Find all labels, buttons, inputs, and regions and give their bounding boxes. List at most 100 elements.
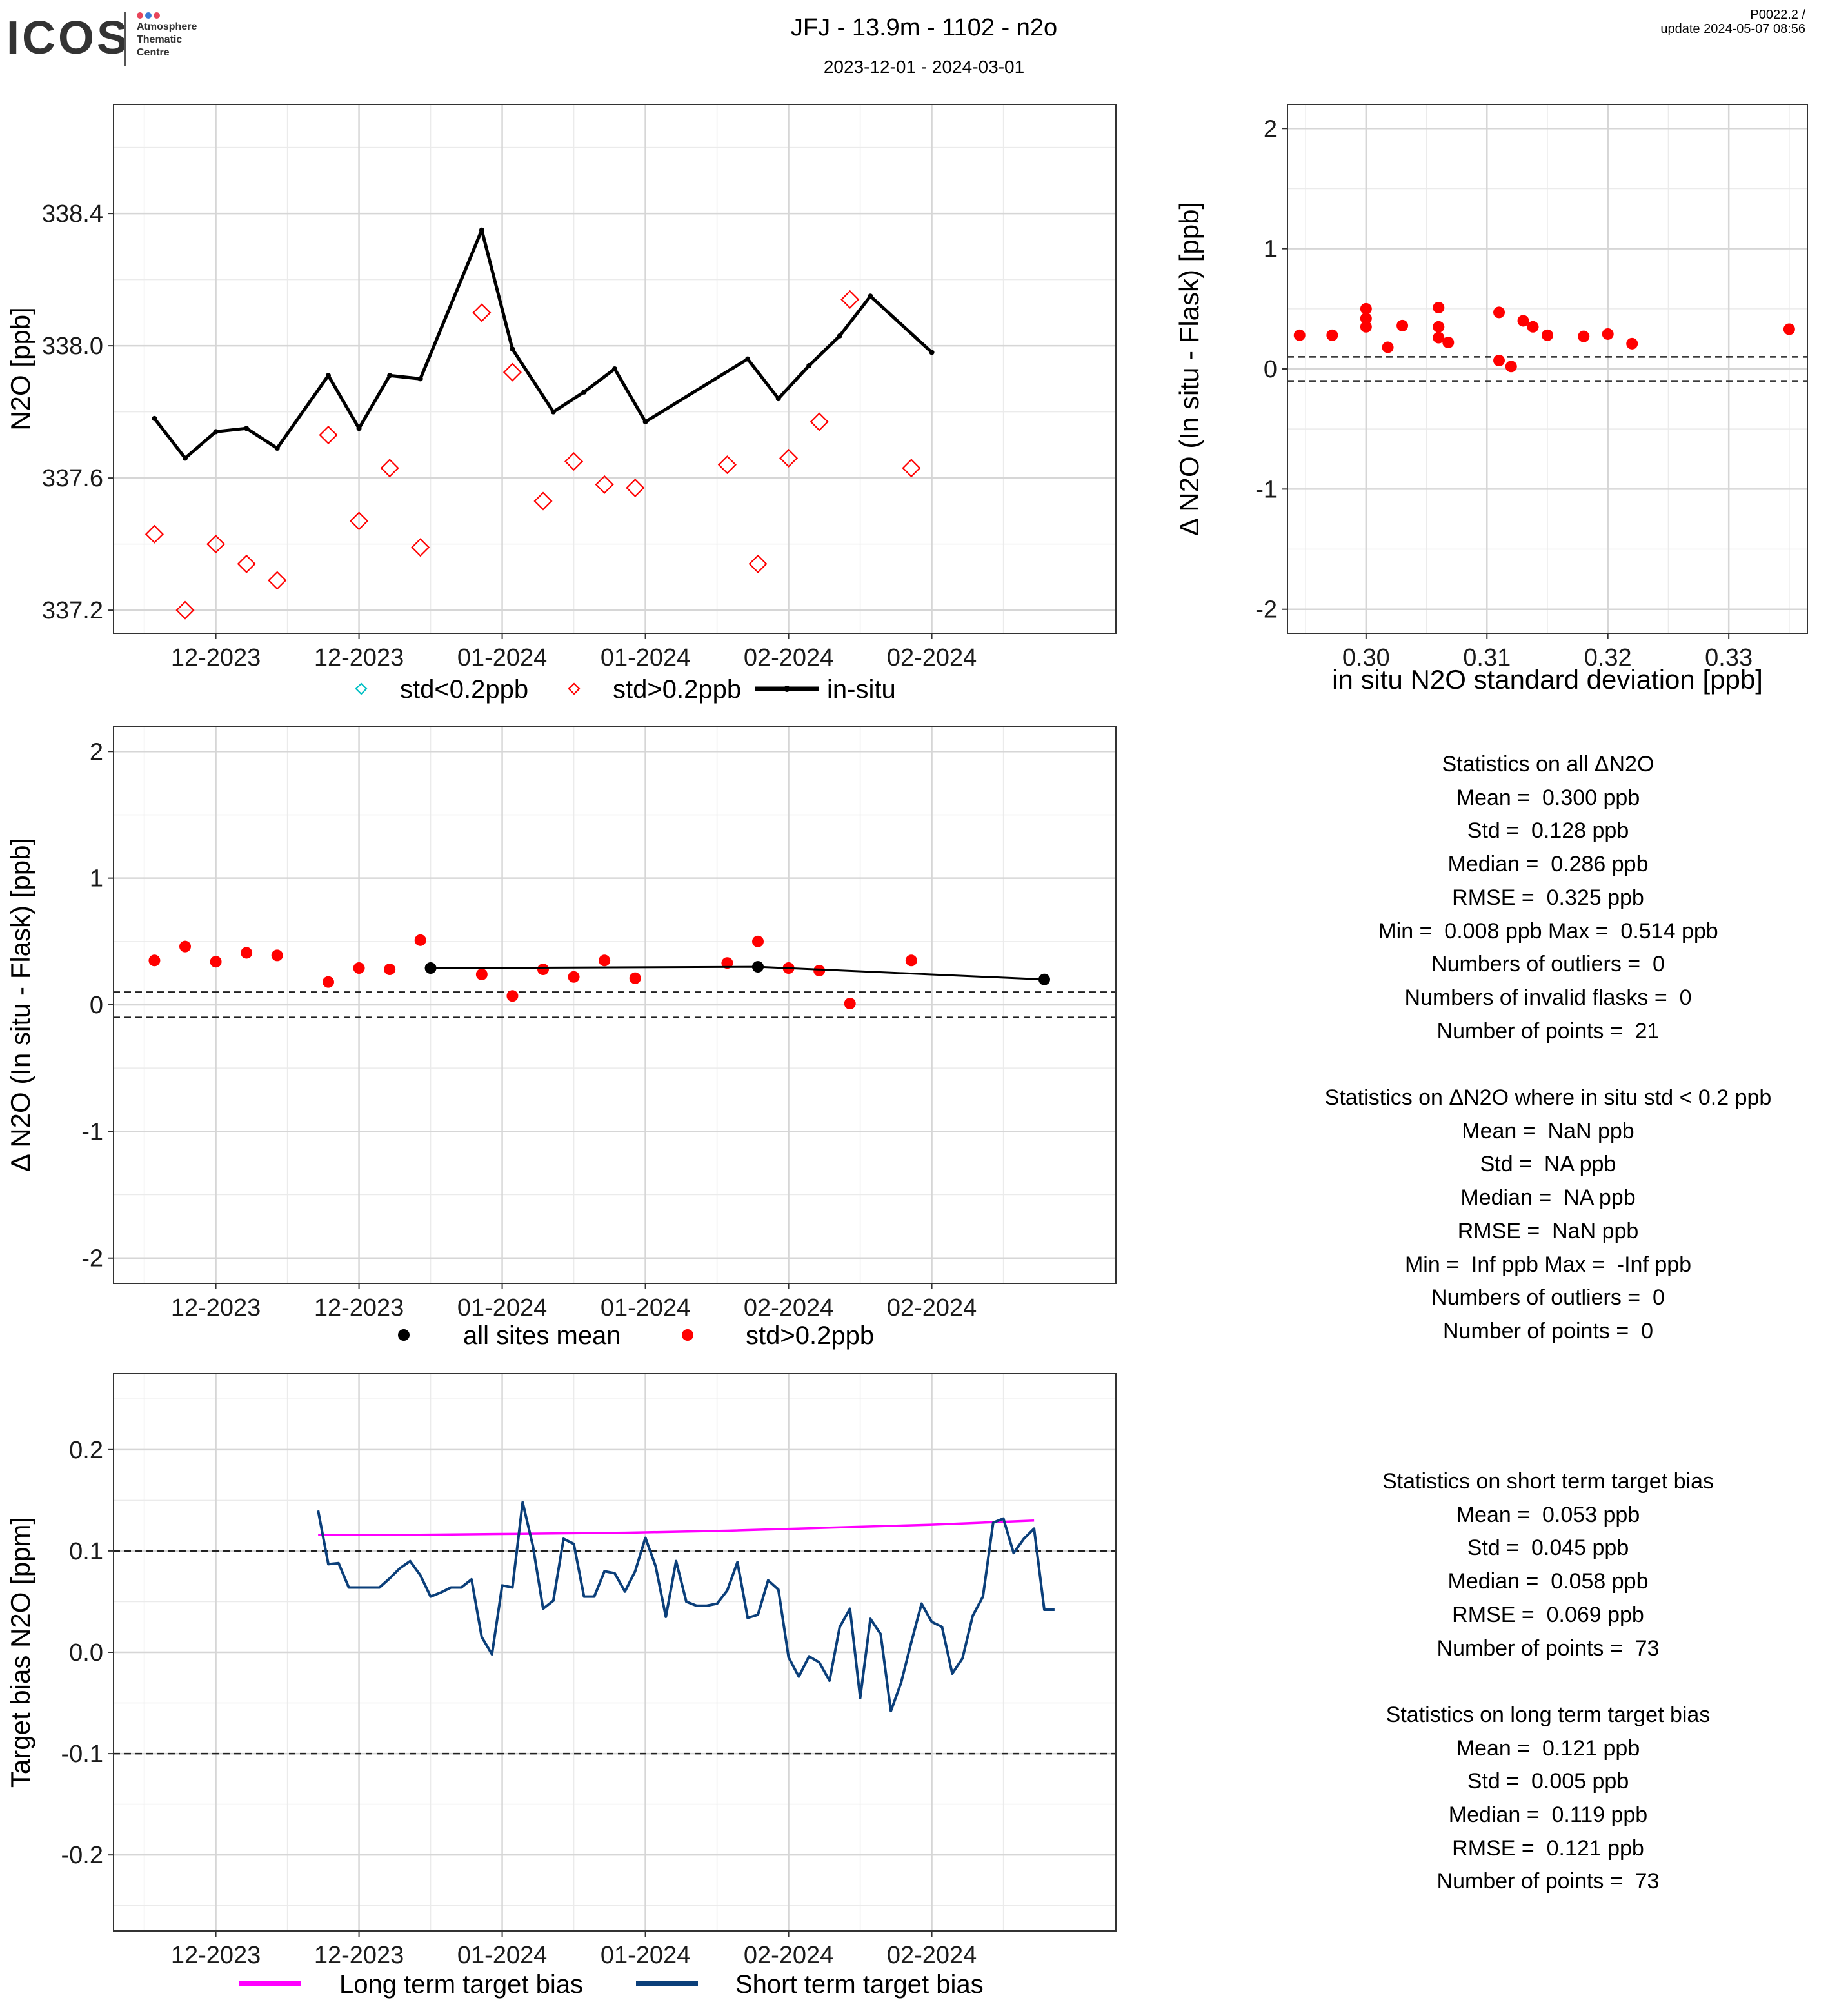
insitu-point: [244, 426, 250, 431]
stat-line: Std = 0.045 ppb: [1467, 1536, 1629, 1561]
delta-point: [752, 935, 764, 947]
stat-line: RMSE = 0.325 ppb: [1452, 885, 1644, 910]
stat-line: Numbers of outliers = 0: [1431, 952, 1665, 977]
x-tick-label: 01-2024: [601, 1294, 690, 1321]
delta-plot: -2 -1 0 1 2 12-2023 12-2023 01-2024 01-2024 02-20…: [5, 726, 1117, 1321]
delta-point: [384, 964, 396, 976]
insitu-point: [581, 389, 587, 395]
legend-label: std>0.2ppb: [746, 1321, 874, 1350]
scatter-point: [1493, 354, 1505, 366]
y-axis-label: Δ N2O (In situ - Flask) [ppb]: [5, 838, 35, 1172]
long-term-bias-line: [318, 1519, 1035, 1536]
scatter-point: [1360, 321, 1372, 333]
y-axis-label: Δ N2O (In situ - Flask) [ppb]: [1174, 202, 1204, 536]
stat-line: Number of points = 73: [1436, 1869, 1660, 1894]
insitu-point: [183, 455, 188, 461]
insitu-point: [806, 362, 812, 368]
scatter-point: [1360, 302, 1372, 315]
scatter-point: [1442, 337, 1455, 348]
flask-marker: [902, 459, 921, 478]
target-statistics-panel: Statistics on short term target bias Mean…: [1213, 1465, 1848, 1899]
bias-legend: Long term target bias Short term target b…: [239, 1970, 984, 1999]
flask-marker: [237, 554, 256, 573]
legend-label: std<0.2ppb: [400, 675, 528, 704]
icos-logo: ICOS: [6, 12, 131, 64]
stat-line: Min = Inf ppb Max = -Inf ppb: [1404, 1252, 1692, 1277]
scatter-point: [1493, 306, 1505, 319]
y-tick-label: -0.1: [61, 1741, 103, 1768]
logo-subtitle: Atmosphere Thematic Centre: [137, 21, 197, 59]
legend-marker: [682, 1329, 693, 1341]
x-tick-label: 01-2024: [601, 644, 690, 671]
insitu-point: [775, 396, 781, 402]
timeseries-legend: std<0.2ppb std>0.2ppb in-situ: [355, 675, 896, 704]
plot-border: [1287, 104, 1808, 634]
page-subtitle: 2023-12-01 - 2024-03-01: [823, 57, 1025, 77]
stat-spacer: [1213, 1048, 1848, 1082]
y-tick-label: 2: [90, 738, 103, 766]
flask-statistics-panel: Statistics on all ΔN2O Mean = 0.300 ppb St…: [1213, 748, 1848, 1349]
stat-spacer: [1213, 1665, 1848, 1699]
stat-line: Mean = 0.300 ppb: [1456, 785, 1640, 810]
scatter-point: [1505, 361, 1517, 373]
x-tick-label: 0.32: [1584, 644, 1632, 671]
delta-point: [210, 956, 222, 968]
plot-border: [113, 1373, 1117, 1932]
mean-point: [752, 961, 764, 973]
flask-marker: [779, 448, 799, 468]
page-title: JFJ - 13.9m - 1102 - n2o: [0, 14, 1848, 42]
scatter-point: [1396, 319, 1409, 331]
scatter-point: [1527, 321, 1539, 333]
y-tick-label: 2: [1264, 115, 1277, 143]
mean-point: [424, 962, 437, 974]
stat-line: Mean = 0.121 ppb: [1456, 1735, 1640, 1761]
delta-point: [241, 947, 253, 959]
y-tick-label: 0.2: [69, 1437, 103, 1464]
stat-line: Mean = NaN ppb: [1462, 1118, 1634, 1143]
scatter-point: [1433, 321, 1445, 333]
stat-line: RMSE = 0.069 ppb: [1452, 1602, 1644, 1627]
y-tick-label: -1: [1255, 476, 1277, 503]
insitu-point: [479, 227, 484, 233]
stat-line: Median = 0.286 ppb: [1447, 852, 1649, 877]
logo-subtitle-line: Centre: [137, 47, 170, 58]
insitu-point: [642, 419, 648, 424]
legend-label: all sites mean: [463, 1321, 621, 1350]
flask-marker: [350, 511, 369, 531]
update-label: update 2024-05-07 08:56: [1660, 22, 1805, 36]
delta-point: [905, 954, 917, 967]
delta-point: [568, 971, 580, 983]
flask-marker: [626, 478, 645, 498]
logo-subtitle-line: Atmosphere: [137, 21, 197, 32]
flask-marker: [144, 524, 164, 544]
y-tick-label: 0.0: [69, 1639, 103, 1666]
flask-marker: [206, 535, 226, 554]
y-tick-label: 0: [90, 992, 103, 1019]
x-tick-label: 12-2023: [314, 1294, 404, 1321]
stat-line: Number of points = 73: [1436, 1636, 1660, 1661]
scatter-plot: -2 -1 0 1 2 0.30 0.31 0.32 0.33 Δ N2O (In situ - …: [1174, 104, 1808, 695]
plot-border: [113, 726, 1117, 1284]
insitu-point: [837, 333, 842, 339]
flask-marker: [411, 538, 430, 557]
scatter-point: [1433, 301, 1445, 313]
short-term-bias-line: [317, 1501, 1055, 1713]
scatter-point: [1360, 312, 1372, 324]
delta-point: [323, 976, 334, 988]
scatter-point: [1517, 315, 1529, 327]
y-tick-label: 338.0: [42, 333, 103, 360]
scatter-point: [1382, 341, 1394, 353]
flask-marker: [810, 412, 829, 431]
scatter-point: [1626, 337, 1638, 350]
y-axis-label: N2O [ppb]: [5, 307, 35, 430]
stat-line: Median = 0.119 ppb: [1448, 1803, 1648, 1828]
y-tick-label: 0.1: [69, 1538, 103, 1565]
flask-marker: [175, 600, 195, 620]
y-axis-label: Target bias N2O [ppm]: [5, 1517, 35, 1788]
delta-point: [844, 998, 856, 1010]
flask-marker: [595, 475, 614, 494]
legend-label: std>0.2ppb: [613, 675, 741, 704]
delta-point: [353, 962, 365, 974]
